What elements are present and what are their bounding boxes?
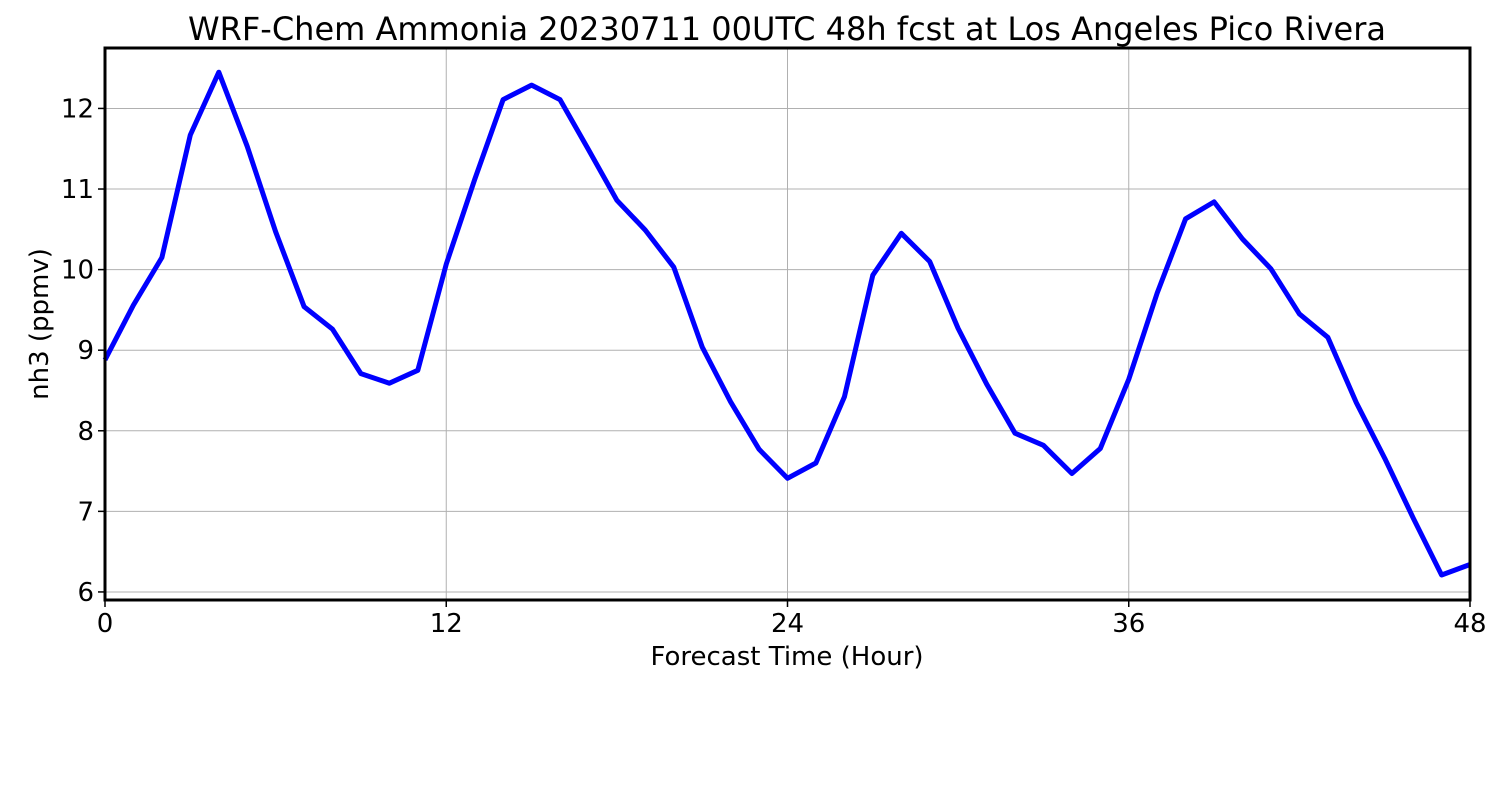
x-tick-label: 24 (771, 609, 804, 639)
y-tick-label: 7 (77, 497, 94, 527)
nh3-series-line (102, 69, 1471, 578)
y-tick-label: 12 (61, 94, 94, 124)
y-tick-label: 11 (61, 175, 94, 205)
x-axis-ticks: 0 12 24 36 48 (97, 600, 1487, 639)
x-tick-label: 36 (1112, 609, 1145, 639)
y-tick-label: 8 (77, 417, 94, 447)
x-axis-label: Forecast Time (Hour) (650, 642, 923, 672)
x-tick-label: 48 (1453, 609, 1486, 639)
grid-lines (104, 48, 1471, 600)
series-layer (102, 69, 1471, 578)
y-tick-label: 9 (77, 336, 94, 366)
x-tick-label: 0 (97, 609, 114, 639)
y-axis-ticks: 6 7 8 9 10 11 12 (61, 94, 105, 608)
y-axis-label: nh3 (ppmv) (25, 248, 55, 400)
y-tick-label: 10 (61, 256, 94, 286)
y-tick-label: 6 (77, 578, 94, 608)
x-tick-label: 12 (430, 609, 463, 639)
chart-title: WRF-Chem Ammonia 20230711 00UTC 48h fcst… (188, 10, 1386, 48)
